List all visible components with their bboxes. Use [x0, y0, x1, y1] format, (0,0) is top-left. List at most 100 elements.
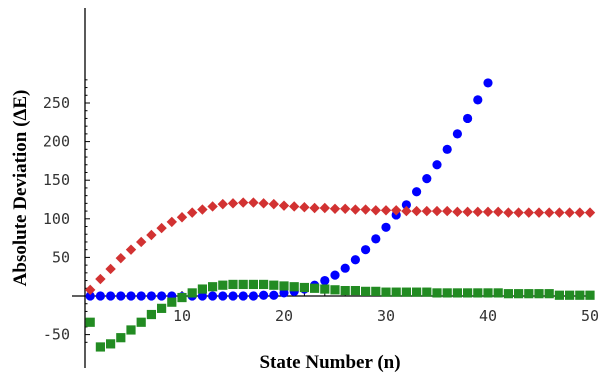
data-point — [105, 263, 116, 275]
data-point — [289, 201, 300, 212]
data-point — [483, 288, 493, 298]
data-point — [371, 234, 381, 244]
data-point — [116, 291, 126, 301]
data-point — [442, 205, 453, 217]
data-point — [197, 284, 207, 294]
data-point — [299, 282, 309, 293]
data-point — [493, 288, 503, 298]
data-point — [259, 290, 269, 300]
data-point — [381, 287, 391, 297]
data-point — [268, 198, 279, 210]
data-point — [524, 289, 534, 299]
data-point — [574, 207, 585, 218]
data-point — [483, 78, 493, 88]
data-point — [85, 317, 95, 327]
data-point — [269, 290, 279, 300]
data-point — [340, 203, 351, 214]
data-point — [217, 198, 228, 210]
data-point — [544, 207, 555, 218]
data-point — [463, 288, 473, 298]
data-point — [554, 290, 564, 300]
data-point — [422, 287, 432, 297]
data-point — [523, 207, 534, 218]
data-point — [493, 206, 504, 218]
data-point — [442, 144, 452, 154]
data-point — [218, 280, 228, 290]
data-point — [258, 198, 269, 209]
data-point — [95, 273, 106, 285]
data-point — [208, 291, 218, 301]
series-square — [85, 279, 595, 352]
data-point — [452, 129, 462, 139]
data-point — [431, 205, 443, 217]
data-point — [503, 289, 513, 299]
data-point — [279, 288, 289, 298]
data-point — [309, 202, 320, 214]
data-points — [85, 78, 596, 352]
data-point — [146, 291, 156, 301]
data-point — [125, 244, 137, 255]
data-point — [462, 206, 473, 218]
data-point — [289, 282, 299, 292]
data-point — [330, 285, 340, 295]
data-point — [310, 283, 320, 293]
data-point — [452, 206, 463, 218]
x-tick-label: 10 — [173, 307, 191, 325]
data-point — [432, 288, 442, 298]
data-point — [411, 205, 422, 217]
data-point — [360, 204, 371, 215]
data-point — [85, 284, 96, 296]
data-point — [473, 95, 483, 105]
data-point — [248, 279, 258, 290]
data-point — [482, 206, 494, 218]
data-point — [85, 291, 95, 301]
data-point — [228, 279, 238, 290]
data-point — [248, 291, 258, 301]
y-tick-label: 200 — [43, 133, 70, 151]
data-point — [208, 282, 218, 292]
data-point — [279, 281, 289, 291]
data-point — [136, 317, 146, 327]
data-point — [218, 291, 228, 301]
data-point — [361, 286, 371, 296]
data-point — [157, 303, 167, 313]
data-point — [350, 285, 360, 296]
data-point — [197, 291, 207, 301]
data-point — [340, 263, 350, 273]
data-point — [106, 339, 116, 349]
data-point — [126, 291, 136, 301]
x-axis-title: State Number (n) — [259, 352, 400, 373]
data-point — [320, 275, 330, 286]
data-point — [177, 292, 187, 303]
data-point — [565, 290, 575, 300]
y-tick-label: -50 — [43, 326, 70, 344]
data-point — [432, 160, 442, 170]
data-point — [442, 288, 452, 298]
series-diamond — [85, 197, 596, 296]
data-point — [207, 201, 218, 212]
data-point — [503, 207, 514, 218]
data-point — [278, 200, 290, 211]
data-point — [299, 202, 310, 213]
data-point — [422, 174, 432, 184]
data-point — [157, 291, 167, 301]
data-point — [564, 207, 575, 218]
data-point — [330, 270, 340, 280]
tick-labels: 10 20 30 40 50 -50 50 100 150 200 250 — [43, 94, 599, 344]
y-tick-label: 150 — [43, 171, 70, 189]
data-point — [227, 198, 239, 209]
data-point — [187, 288, 197, 298]
data-point — [350, 204, 361, 215]
x-tick-label: 30 — [377, 307, 395, 325]
data-point — [248, 197, 259, 208]
data-point — [513, 207, 524, 218]
x-tick-label: 20 — [275, 307, 293, 325]
data-point — [391, 287, 401, 297]
data-point — [380, 205, 392, 216]
data-point — [381, 222, 391, 232]
data-point — [115, 252, 126, 264]
data-point — [371, 286, 381, 296]
data-point — [176, 212, 188, 223]
data-point — [156, 222, 167, 234]
